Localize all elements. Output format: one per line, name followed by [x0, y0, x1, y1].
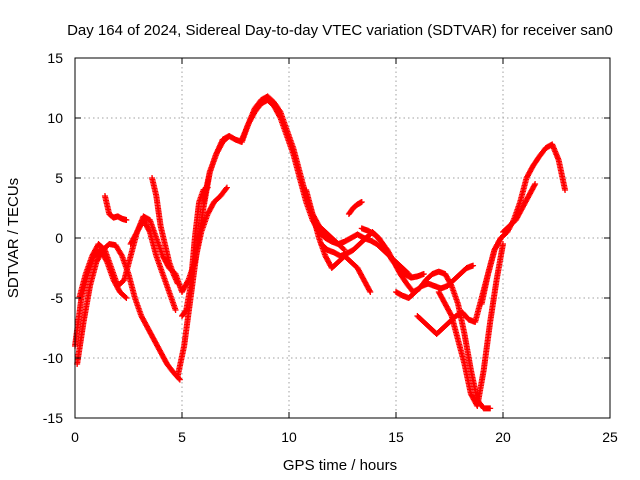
plus-marker [500, 241, 506, 247]
plus-marker [562, 187, 569, 193]
plus-marker [123, 217, 130, 223]
x-tick-label: 25 [602, 429, 618, 445]
x-tick-label: 5 [178, 429, 186, 445]
plus-marker [487, 405, 494, 412]
plus-marker [172, 307, 179, 313]
y-tick-label: -15 [43, 410, 63, 426]
plus-marker [122, 294, 129, 300]
plus-marker [223, 184, 230, 191]
series-arc-8 [179, 184, 211, 319]
y-tick-label: -5 [51, 290, 64, 306]
plus-marker [174, 280, 181, 287]
x-tick-label: 10 [281, 429, 297, 445]
x-axis-label: GPS time / hours [283, 457, 397, 474]
data-markers [72, 93, 569, 412]
series-arc-18 [478, 141, 569, 307]
axis-ticks [74, 57, 611, 419]
series-arc-14 [358, 225, 494, 412]
plus-marker [420, 271, 427, 277]
y-tick-label: 10 [47, 110, 63, 126]
series-arc-17 [435, 241, 506, 409]
plus-marker [531, 182, 538, 189]
series-arc-15 [393, 262, 477, 301]
y-tick-label: 5 [55, 170, 63, 186]
series-arc-13 [345, 199, 365, 217]
plus-marker [366, 287, 373, 294]
plus-marker [367, 289, 374, 295]
x-tick-label: 15 [388, 429, 404, 445]
y-tick-label: 15 [47, 50, 63, 66]
plus-marker [133, 230, 140, 237]
series-arc-11 [303, 187, 374, 295]
plus-marker [340, 246, 347, 252]
y-tick-label: 0 [55, 230, 63, 246]
tick-labels: 0 5 10 15 20 25 -15 -10 -5 0 5 10 15 [43, 50, 618, 445]
plus-marker [532, 181, 539, 187]
y-axis-label: SDTVAR / TECUs [5, 178, 22, 298]
plus-marker [276, 113, 283, 120]
series-arc-5 [127, 184, 230, 295]
plus-marker [470, 262, 477, 269]
plus-marker [223, 185, 230, 192]
series-arc-19 [500, 181, 539, 235]
plus-marker [176, 376, 183, 383]
y-tick-label: -10 [43, 350, 63, 366]
series-arc-9 [200, 93, 348, 253]
plus-marker [123, 295, 130, 301]
series-arc-4 [101, 193, 130, 223]
plus-marker [358, 199, 365, 205]
series-arc-7 [174, 133, 233, 379]
plus-marker [447, 311, 454, 318]
series-arc-3 [76, 217, 179, 313]
series-arc-6 [149, 175, 181, 287]
chart-title: Day 164 of 2024, Sidereal Day-to-day VTE… [67, 22, 613, 39]
x-tick-label: 20 [495, 429, 511, 445]
x-tick-label: 0 [71, 429, 79, 445]
